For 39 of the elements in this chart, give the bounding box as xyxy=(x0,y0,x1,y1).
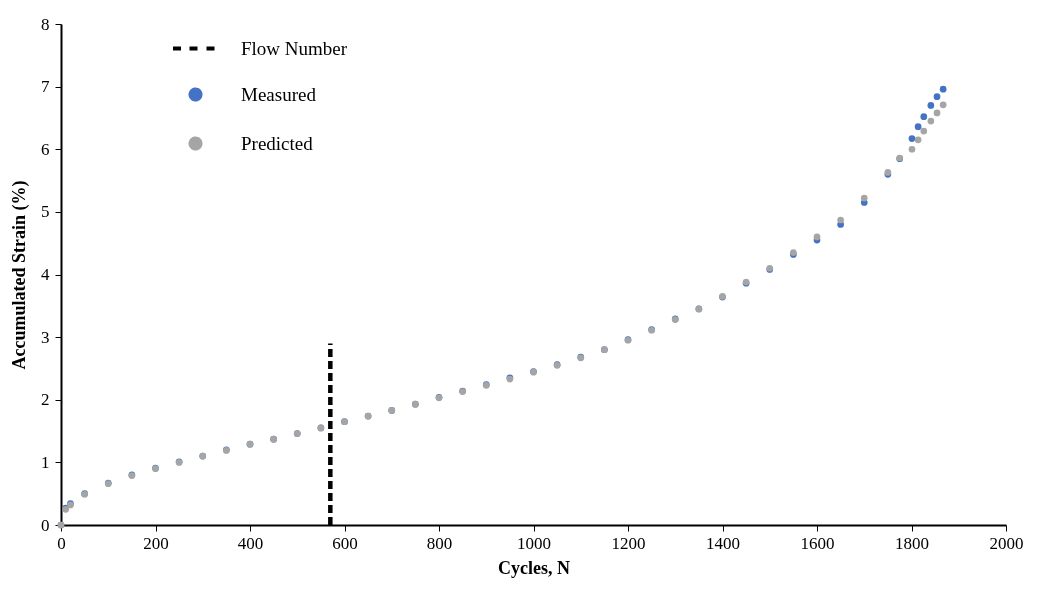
point xyxy=(860,194,868,202)
point xyxy=(920,127,928,135)
point xyxy=(908,145,916,153)
x-tick-label: 1800 xyxy=(895,533,929,553)
y-tick-label: 3 xyxy=(41,327,50,347)
x-tick-label: 1200 xyxy=(611,533,646,553)
point xyxy=(914,136,922,144)
x-axis-title: Cycles, N xyxy=(498,557,570,578)
x-tick-label: 200 xyxy=(143,533,169,553)
x-tick-label: 0 xyxy=(57,533,66,553)
point xyxy=(927,102,935,109)
x-tick-label: 600 xyxy=(332,533,358,553)
point xyxy=(927,117,935,125)
point xyxy=(933,93,941,100)
y-tick-label: 5 xyxy=(41,202,50,222)
y-tick-label: 0 xyxy=(41,515,50,535)
y-tick-label: 4 xyxy=(41,265,50,284)
x-tick-label: 1600 xyxy=(800,533,835,553)
x-tick-label: 400 xyxy=(237,533,264,553)
x-tick-label: 800 xyxy=(426,533,453,553)
point xyxy=(939,101,947,109)
point xyxy=(908,135,916,142)
y-tick-label: 6 xyxy=(41,139,50,159)
y-tick-label: 2 xyxy=(41,390,50,410)
legend-label: Predicted xyxy=(241,132,314,154)
x-tick-label: 1400 xyxy=(706,533,740,553)
point xyxy=(914,123,922,131)
legend-label: Measured xyxy=(241,83,317,105)
point xyxy=(933,109,941,117)
legend-label: Flow Number xyxy=(241,37,348,59)
y-tick-label: 8 xyxy=(41,14,50,34)
y-axis-title: Accumulated Strain (%) xyxy=(9,180,30,370)
point xyxy=(939,85,947,93)
y-tick-label: 1 xyxy=(41,452,50,472)
point xyxy=(920,113,928,121)
y-tick-label: 7 xyxy=(41,77,50,97)
x-tick-label: 2000 xyxy=(989,533,1024,553)
x-tick-label: 1000 xyxy=(517,533,551,553)
point xyxy=(837,216,844,224)
